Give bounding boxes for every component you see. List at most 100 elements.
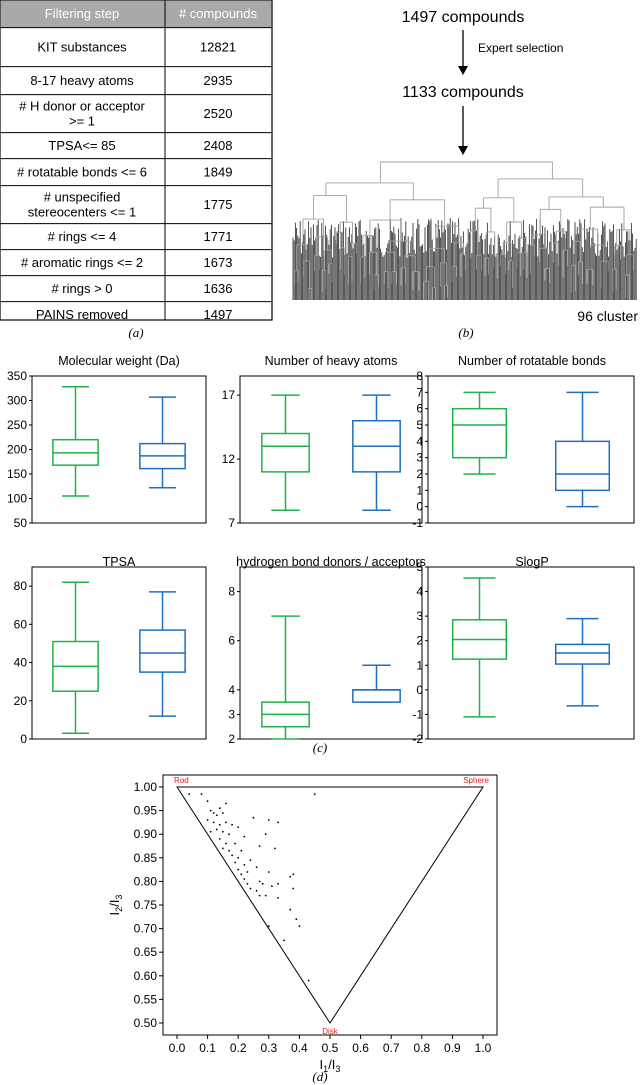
x-tick-label: 0.6 [352, 1041, 369, 1055]
table-cell-step: >= 1 [69, 114, 95, 129]
y-tick-label: 8 [416, 369, 423, 383]
scatter-point [222, 812, 224, 814]
y-tick-label: 200 [7, 443, 27, 457]
y-tick-label: 1.00 [134, 780, 158, 794]
box-iqr [139, 629, 186, 673]
table-header-bg [0, 0, 272, 28]
box-green [451, 391, 508, 475]
scatter-point [307, 979, 310, 982]
scatter-point [289, 875, 292, 878]
scatter-point [206, 819, 209, 821]
y-tick-label: 6 [416, 402, 423, 416]
table-cell-count: 1775 [204, 197, 233, 212]
flow-step-text: Expert selection [478, 41, 563, 55]
box-blue [139, 591, 186, 717]
scatter-point [252, 816, 255, 819]
y-tick-label: 0.70 [134, 922, 158, 936]
table-cell-count: 2935 [204, 73, 233, 88]
table-row: # rings > 0 1636 [0, 275, 272, 296]
boxplot-frame [239, 375, 423, 524]
scatter-point [264, 833, 267, 836]
y-tick-label: 0.85 [134, 851, 158, 865]
y-tick-label: 0.50 [134, 1016, 158, 1030]
scatter-point [215, 828, 218, 831]
panel-label-a: (a) [128, 325, 143, 340]
y-tick-label: 8 [228, 585, 235, 599]
table-cell-step: # rings > 0 [51, 281, 112, 296]
scatter-point [258, 845, 261, 847]
scatter-point [209, 830, 212, 833]
scatter-point [228, 849, 230, 852]
y-tick-label: 0.65 [134, 945, 158, 959]
table-border [0, 0, 273, 321]
scatter-point [249, 859, 252, 862]
scatter-point [277, 821, 279, 824]
shape-scatter-plot: 0.0 0.1 0.2 0.3 0.4 0.5 0.6 0.7 0.8 0.9 1.0 0.50 0.5… [107, 774, 498, 1074]
scatter-point [231, 854, 234, 857]
y-tick-label: 3 [416, 609, 423, 623]
scatter-point [222, 847, 224, 850]
boxplot-frame [239, 566, 423, 740]
scatter-point [264, 894, 267, 897]
scatter-point [212, 812, 215, 814]
y-tick-label: 0.95 [134, 804, 158, 818]
table-row: # H donor or acceptor>= 1 2520 [0, 94, 272, 129]
y-tick-label: 0.60 [134, 969, 158, 983]
scatter-point [298, 925, 301, 928]
scatter-point [218, 838, 221, 840]
scatter-point [200, 793, 203, 795]
table-cell-count: 1636 [204, 281, 233, 296]
boxplot-title: Molecular weight (Da) [58, 354, 180, 368]
box-blue [554, 391, 611, 508]
scatter-point [249, 887, 252, 890]
scatter-point [243, 864, 246, 866]
y-tick-label: 0.75 [134, 898, 158, 912]
boxplot-title: SlogP [515, 555, 548, 569]
y-tick-label: 100 [7, 492, 27, 506]
scatter-point [225, 842, 227, 845]
table-cell-step: TPSA<= 85 [48, 138, 115, 153]
scatter-point [292, 887, 295, 890]
y-tick-label: 17 [222, 388, 236, 402]
y-tick-label: 4 [228, 683, 235, 697]
box-blue [139, 396, 186, 489]
y-tick-label: 80 [14, 579, 28, 593]
x-tick-label: 0.5 [322, 1041, 339, 1055]
box-green [261, 615, 310, 740]
dendrogram [292, 161, 637, 300]
scatter-point [261, 882, 264, 885]
boxplot-frame [427, 566, 635, 740]
y-tick-label: 300 [7, 394, 27, 408]
x-tick-label: 0.4 [291, 1041, 308, 1055]
table-row: 8-17 heavy atoms 2935 [0, 66, 272, 88]
boxplot-chart: Molecular weight (Da) 50 100 150 200 250 300 35… [7, 354, 207, 530]
box-iqr [554, 643, 611, 665]
shape-triangle [176, 786, 484, 1024]
boxplot-chart: Number of rotatable bonds -1 0 1 2 3 4 5 6 7 8 [412, 354, 635, 530]
y-tick-label: 0 [416, 683, 423, 697]
scatter-point [240, 873, 243, 876]
scatter-point [188, 793, 191, 795]
clustering-panel: 1497 compounds Expert selection 1133 com… [292, 9, 638, 324]
y-tick-label: 0 [416, 500, 423, 514]
scatter-point [289, 908, 292, 911]
y-tick-label: 0.90 [134, 827, 158, 841]
box-blue [352, 664, 401, 703]
scatter-point [292, 873, 295, 876]
box-iqr [261, 432, 310, 473]
box-blue [352, 394, 401, 511]
scatter-point [267, 925, 270, 928]
scatter-point [237, 826, 240, 828]
y-tick-label: 2 [416, 634, 423, 648]
y-tick-label: 1 [416, 483, 423, 497]
scatter-point [267, 819, 270, 821]
box-iqr [554, 440, 611, 492]
y-tick-label: -1 [412, 516, 423, 530]
scatter-point [225, 802, 227, 805]
scatter-point [283, 939, 285, 942]
y-tick-label: 5 [416, 560, 423, 574]
scatter-point [274, 847, 276, 850]
y-tick-label: 6 [228, 634, 235, 648]
y-axis-label: I2/I3 [107, 895, 124, 916]
scatter-point [212, 821, 215, 824]
